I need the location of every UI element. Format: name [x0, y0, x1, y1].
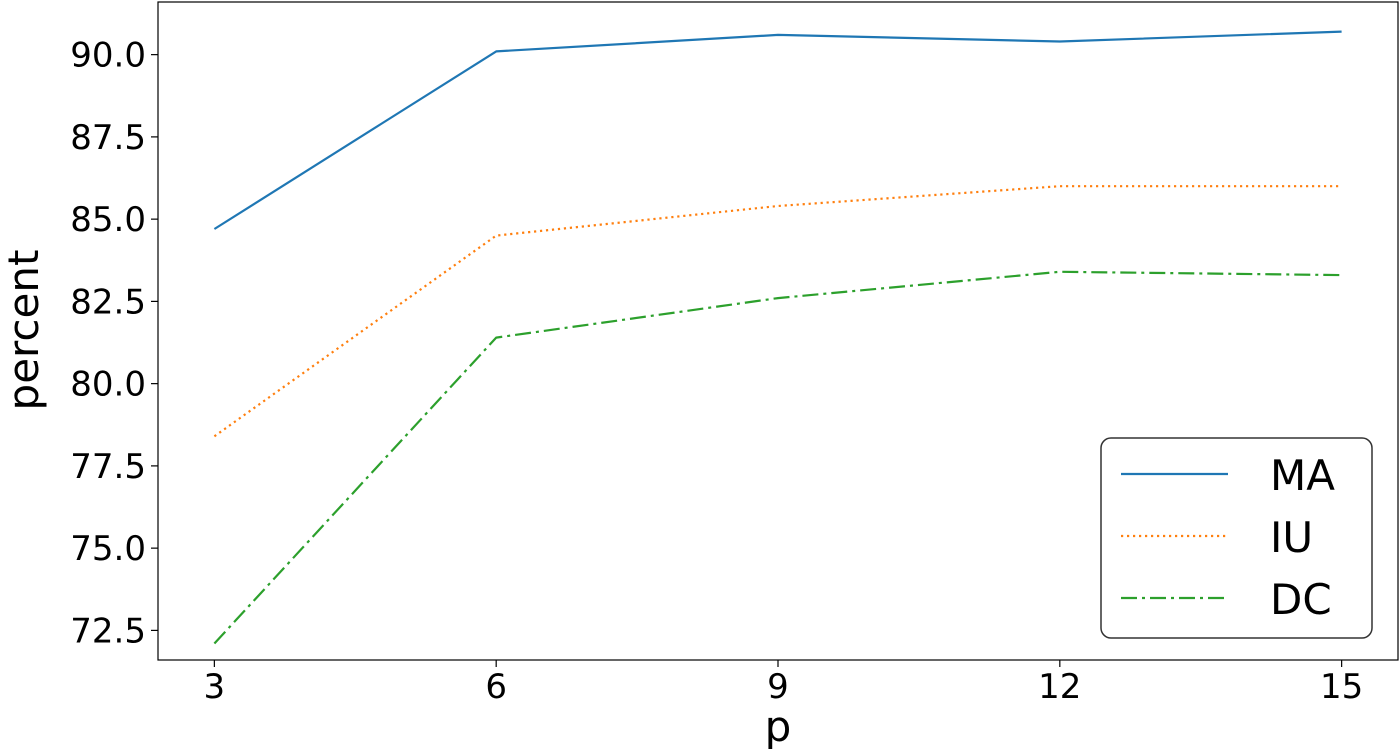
x-tick-label: 15: [1320, 667, 1363, 707]
y-tick-label: 72.5: [70, 611, 146, 651]
x-axis-ticks: 3 6 9 12 15: [204, 660, 1363, 707]
legend-label-dc: DC: [1270, 575, 1332, 624]
y-axis-label: percent: [0, 250, 48, 411]
legend-label-iu: IU: [1270, 513, 1313, 562]
x-tick-label: 9: [767, 667, 789, 707]
y-tick-label: 80.0: [70, 365, 146, 405]
x-tick-label: 3: [204, 667, 226, 707]
y-tick-label: 90.0: [70, 36, 146, 76]
series-line-ma: [213, 30, 1342, 230]
y-axis-ticks: 72.5 75.0 77.5 80.0 82.5 85.0 87.5 90.0: [70, 36, 158, 651]
series-line-dc: [213, 270, 1342, 645]
y-tick-label: 75.0: [70, 529, 146, 569]
legend-label-ma: MA: [1270, 451, 1335, 500]
y-tick-label: 87.5: [70, 118, 146, 158]
x-axis-label: p: [765, 702, 792, 749]
legend: MA IU DC: [1100, 437, 1373, 639]
y-tick-label: 85.0: [70, 200, 146, 240]
x-tick-label: 12: [1038, 667, 1081, 707]
series-layer: [213, 30, 1342, 645]
y-tick-label: 77.5: [70, 447, 146, 487]
legend-box: [1100, 437, 1373, 639]
series-line-iu: [213, 185, 1342, 438]
x-tick-label: 6: [485, 667, 507, 707]
y-tick-label: 82.5: [70, 282, 146, 322]
